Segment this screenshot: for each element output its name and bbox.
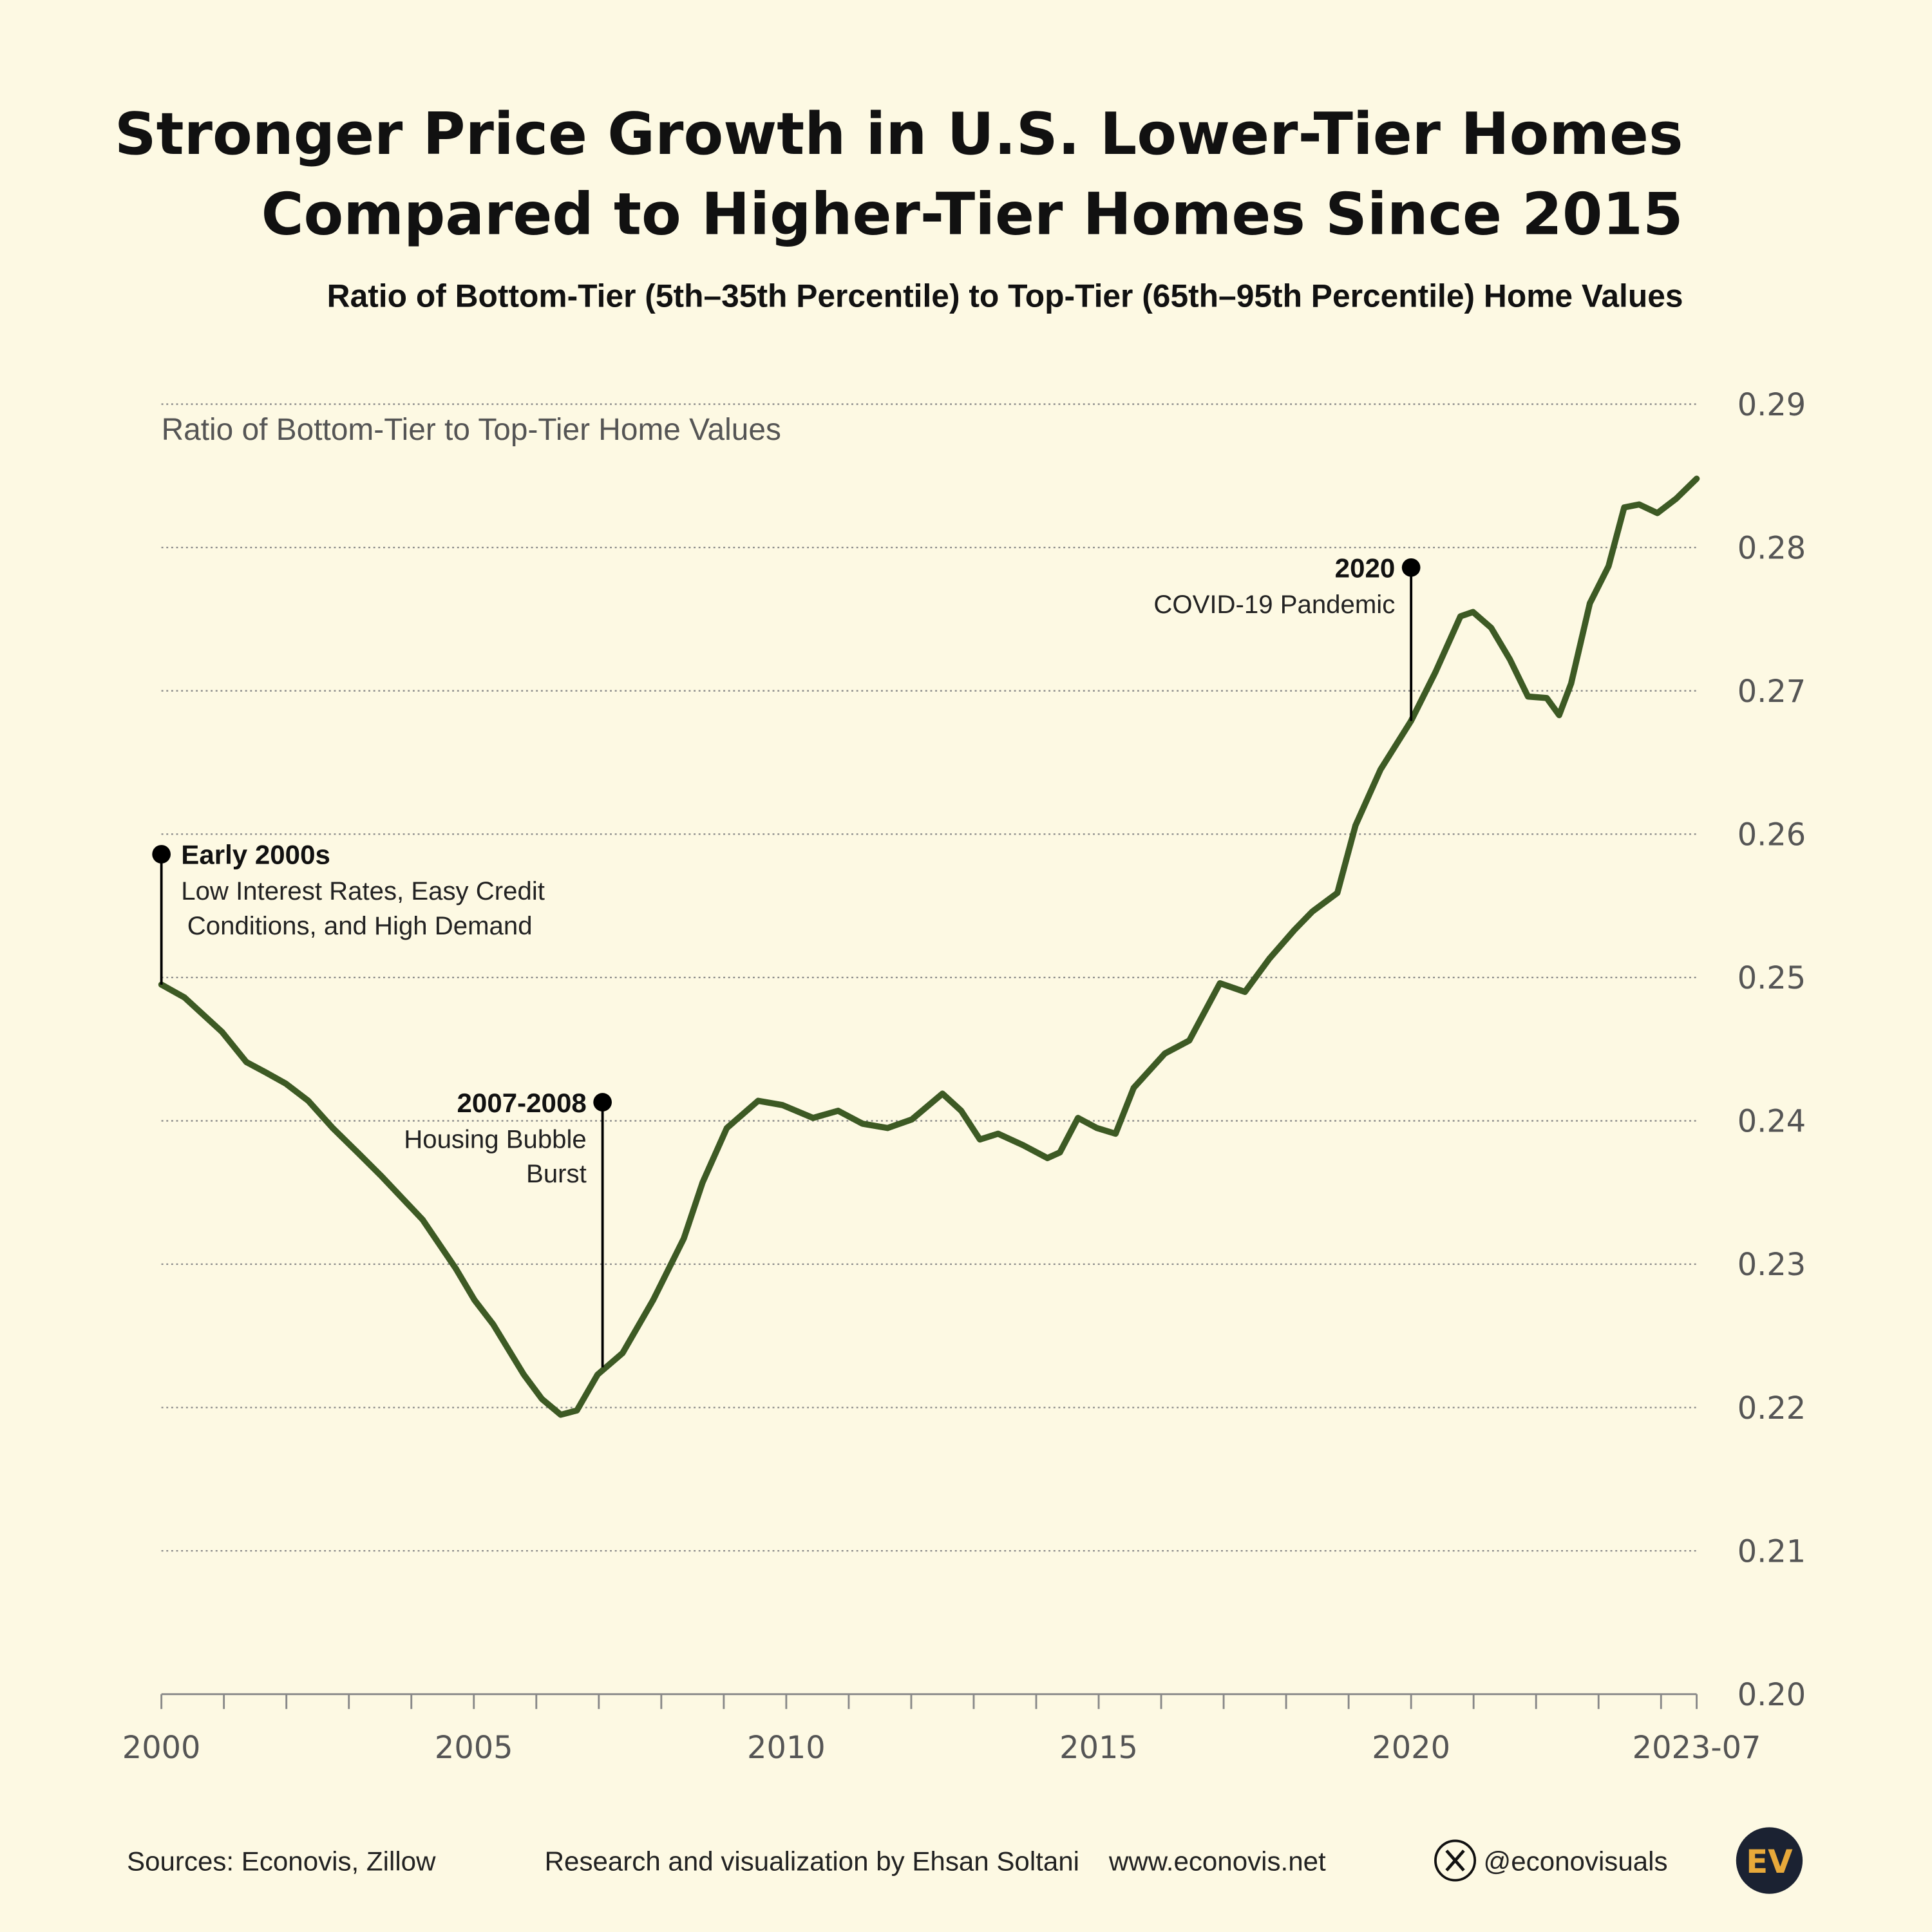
annotation-heading: 2020	[1335, 553, 1396, 583]
title-line-1: Stronger Price Growth in U.S. Lower-Tier…	[115, 101, 1683, 168]
annotations: Early 2000s Low Interest Rates, Easy Cred…	[152, 553, 1421, 1368]
x-logo-icon[interactable]	[1434, 1839, 1477, 1882]
annotation-heading: Early 2000s	[181, 840, 330, 870]
x-tick-label: 2010	[747, 1730, 826, 1766]
sources: Sources: Econovis, Zillow	[127, 1846, 436, 1876]
social-handle[interactable]: @econovisuals	[1484, 1846, 1668, 1876]
x-axis: 2000 2005 2010 2015 2020 2023-07	[122, 1693, 1761, 1766]
annotation-heading: 2007-2008	[457, 1088, 587, 1118]
annotation-dot	[1401, 558, 1421, 577]
econovis-logo: EV	[1736, 1827, 1803, 1894]
x-tick-label: 2005	[435, 1730, 513, 1766]
annotation-text: Housing Bubble	[404, 1124, 587, 1153]
annotation-text: Low Interest Rates, Easy Credit	[181, 876, 545, 905]
x-tick-label: 2020	[1372, 1730, 1450, 1766]
x-tick-label: 2015	[1059, 1730, 1138, 1766]
y-tick-label: 0.27	[1738, 674, 1806, 710]
y-tick-label: 0.28	[1738, 531, 1806, 566]
credit: Research and visualization by Ehsan Solt…	[545, 1846, 1079, 1876]
y-tick-label: 0.23	[1738, 1247, 1806, 1283]
x-tick-label: 2023-07	[1633, 1730, 1761, 1766]
y-tick-label: 0.25	[1738, 961, 1806, 996]
y-tick-label: 0.20	[1738, 1678, 1806, 1713]
y-axis: 0.20 0.21 0.22 0.23 0.24 0.25 0.26 0.27 0.28 0.29	[1738, 388, 1806, 1713]
annotation: 2020 COVID-19 Pandemic	[1153, 553, 1421, 721]
annotation-dot	[593, 1093, 612, 1112]
x-tick-label: 2000	[122, 1730, 201, 1766]
y-tick-label: 0.24	[1738, 1104, 1806, 1140]
title-line-2: Compared to Higher-Tier Homes Since 2015	[261, 182, 1683, 249]
y-axis-label: Ratio of Bottom-Tier to Top-Tier Home Va…	[162, 413, 781, 447]
series-line	[158, 475, 1700, 1418]
website-link[interactable]: www.econovis.net	[1108, 1846, 1326, 1876]
annotation: 2007-2008 Housing Bubble Burst	[404, 1088, 612, 1368]
annotation-text: COVID-19 Pandemic	[1153, 590, 1395, 619]
subtitle: Ratio of Bottom-Tier (5th–35th Percentil…	[327, 278, 1683, 314]
y-tick-label: 0.29	[1738, 388, 1806, 423]
annotation-text: Conditions, and High Demand	[187, 911, 533, 940]
y-tick-label: 0.22	[1738, 1391, 1806, 1426]
annotation: Early 2000s Low Interest Rates, Easy Cred…	[152, 840, 545, 985]
y-tick-label: 0.26	[1738, 817, 1806, 853]
y-tick-label: 0.21	[1738, 1534, 1806, 1569]
annotation-text: Burst	[526, 1159, 587, 1188]
annotation-dot	[152, 845, 171, 864]
logo-text: EV	[1746, 1843, 1793, 1880]
